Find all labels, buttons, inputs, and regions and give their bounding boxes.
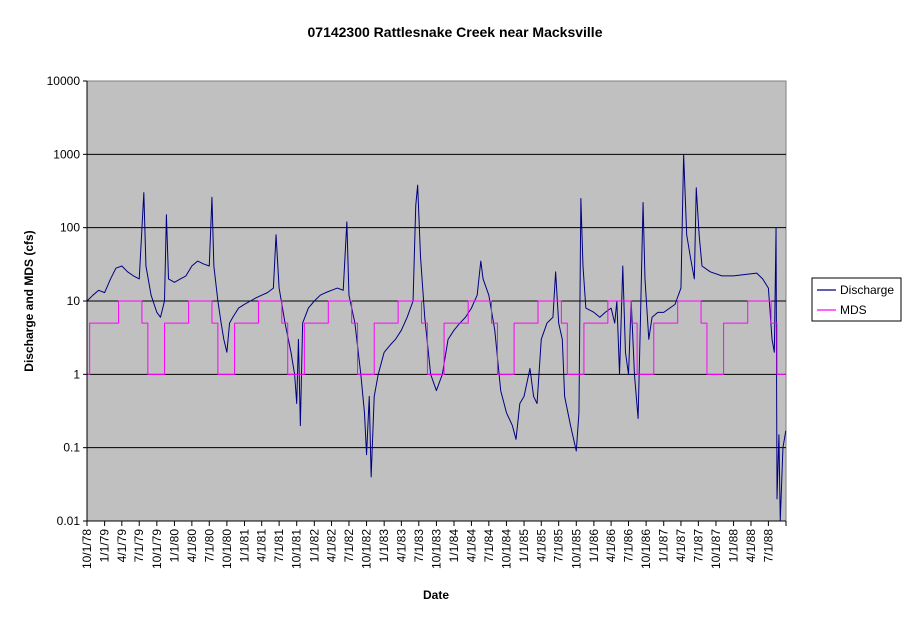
y-tick-label: 1000 (53, 147, 80, 161)
x-tick-label: 1/1/80 (167, 529, 181, 563)
x-tick-label: 10/1/83 (429, 529, 443, 569)
y-axis-title: Discharge and MDS (cfs) (22, 230, 36, 371)
y-tick-label: 0.01 (57, 514, 81, 528)
legend-label-mds: MDS (840, 303, 867, 317)
x-tick-label: 4/1/82 (325, 529, 339, 563)
x-tick-label: 4/1/80 (185, 529, 199, 563)
x-tick-label: 10/1/79 (150, 529, 164, 569)
x-tick-label: 4/1/87 (674, 529, 688, 563)
x-tick-label: 7/1/85 (552, 529, 566, 563)
x-tick-label: 4/1/79 (115, 529, 129, 563)
x-tick-label: 10/1/84 (499, 529, 513, 569)
x-tick-label: 7/1/82 (342, 529, 356, 563)
x-tick-label: 1/1/81 (237, 529, 251, 563)
x-tick-label: 4/1/86 (604, 529, 618, 563)
y-tick-label: 1 (73, 367, 80, 381)
x-tick-label: 1/1/88 (727, 529, 741, 563)
legend-label-discharge: Discharge (840, 283, 894, 297)
x-tick-label: 10/1/81 (290, 529, 304, 569)
x-tick-label: 10/1/87 (709, 529, 723, 569)
x-tick-label: 1/1/84 (447, 529, 461, 563)
legend: Discharge MDS (811, 277, 902, 322)
x-tick-label: 4/1/88 (744, 529, 758, 563)
x-axis: 10/1/78 1/1/79 4/1/79 7/1/79 10/1/79 1/1/80 4/… (80, 520, 787, 569)
x-axis-title: Date (423, 588, 449, 602)
y-tick-label: 100 (60, 221, 80, 235)
x-tick-label: 7/1/87 (691, 529, 705, 563)
x-tick-label: 10/1/78 (80, 529, 94, 569)
y-tick-label: 0.1 (63, 441, 80, 455)
x-tick-label: 4/1/85 (534, 529, 548, 563)
x-tick-label: 1/1/83 (377, 529, 391, 563)
x-tick-label: 7/1/79 (132, 529, 146, 563)
x-tick-label: 1/1/86 (587, 529, 601, 563)
series-layer (86, 153, 787, 522)
x-tick-label: 4/1/84 (464, 529, 478, 563)
chart-title: 07142300 Rattlesnake Creek near Macksvil… (308, 24, 603, 40)
x-tick-label: 7/1/84 (482, 529, 496, 563)
series-line-mds (87, 300, 786, 375)
legend-box (811, 277, 902, 322)
x-tick-label: 4/1/81 (255, 529, 269, 563)
x-tick-label: 10/1/82 (360, 529, 374, 569)
x-tick-label: 10/1/85 (569, 529, 583, 569)
x-tick-label: 1/1/85 (517, 529, 531, 563)
x-tick-label: 7/1/80 (202, 529, 216, 563)
x-tick-label: 7/1/83 (412, 529, 426, 563)
x-tick-label: 7/1/88 (761, 529, 775, 563)
x-tick-label: 7/1/81 (272, 529, 286, 563)
x-tick-label: 1/1/82 (307, 529, 321, 563)
x-tick-label: 1/1/79 (98, 529, 112, 563)
series-line-discharge (86, 153, 787, 522)
y-tick-label: 10 (67, 294, 81, 308)
x-tick-label: 1/1/87 (657, 529, 671, 563)
x-tick-label: 7/1/86 (622, 529, 636, 563)
y-axis: 0.01 0.1 1 10 100 1000 10000 (47, 74, 88, 528)
x-tick-label: 10/1/80 (220, 529, 234, 569)
x-tick-label: 10/1/86 (639, 529, 653, 569)
y-tick-label: 10000 (47, 74, 81, 88)
x-tick-label: 4/1/83 (394, 529, 408, 563)
